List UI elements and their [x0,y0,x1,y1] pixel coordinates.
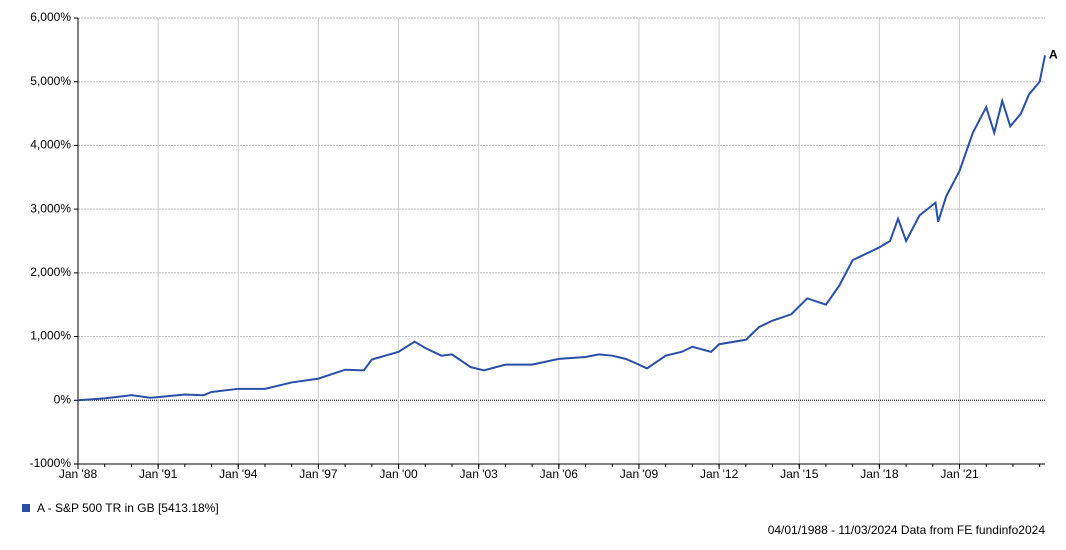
y-tick-label: 3,000% [30,201,71,215]
y-tick-label: 6,000% [30,10,71,24]
x-tick-label: Jan '91 [139,467,178,481]
y-tick-label: 4,000% [30,138,71,152]
x-tick-label: Jan '94 [219,467,258,481]
footnote: 04/01/1988 - 11/03/2024 Data from FE fun… [768,523,1046,537]
series-line [77,55,1046,402]
x-tick-label: Jan '06 [540,467,579,481]
x-tick-label: Jan '18 [860,467,899,481]
y-tick-label: -1000% [30,456,72,470]
legend-label: A - S&P 500 TR in GB [5413.18%] [37,501,219,515]
x-tick-label: Jan '12 [700,467,739,481]
x-tick-label: Jan '15 [780,467,819,481]
y-tick-label: 5,000% [30,74,71,88]
y-tick-label: 1,000% [30,329,71,343]
x-tick-label: Jan '21 [940,467,979,481]
x-tick-label: Jan '97 [299,467,338,481]
legend-swatch [22,504,30,512]
x-tick-label: Jan '00 [379,467,418,481]
y-tick-label: 2,000% [30,265,71,279]
x-tick-label: Jan '88 [59,467,98,481]
series-end-label: A [1049,48,1058,62]
x-tick-label: Jan '03 [460,467,499,481]
y-tick-label: 0% [54,392,72,406]
x-tick-label: Jan '09 [620,467,659,481]
